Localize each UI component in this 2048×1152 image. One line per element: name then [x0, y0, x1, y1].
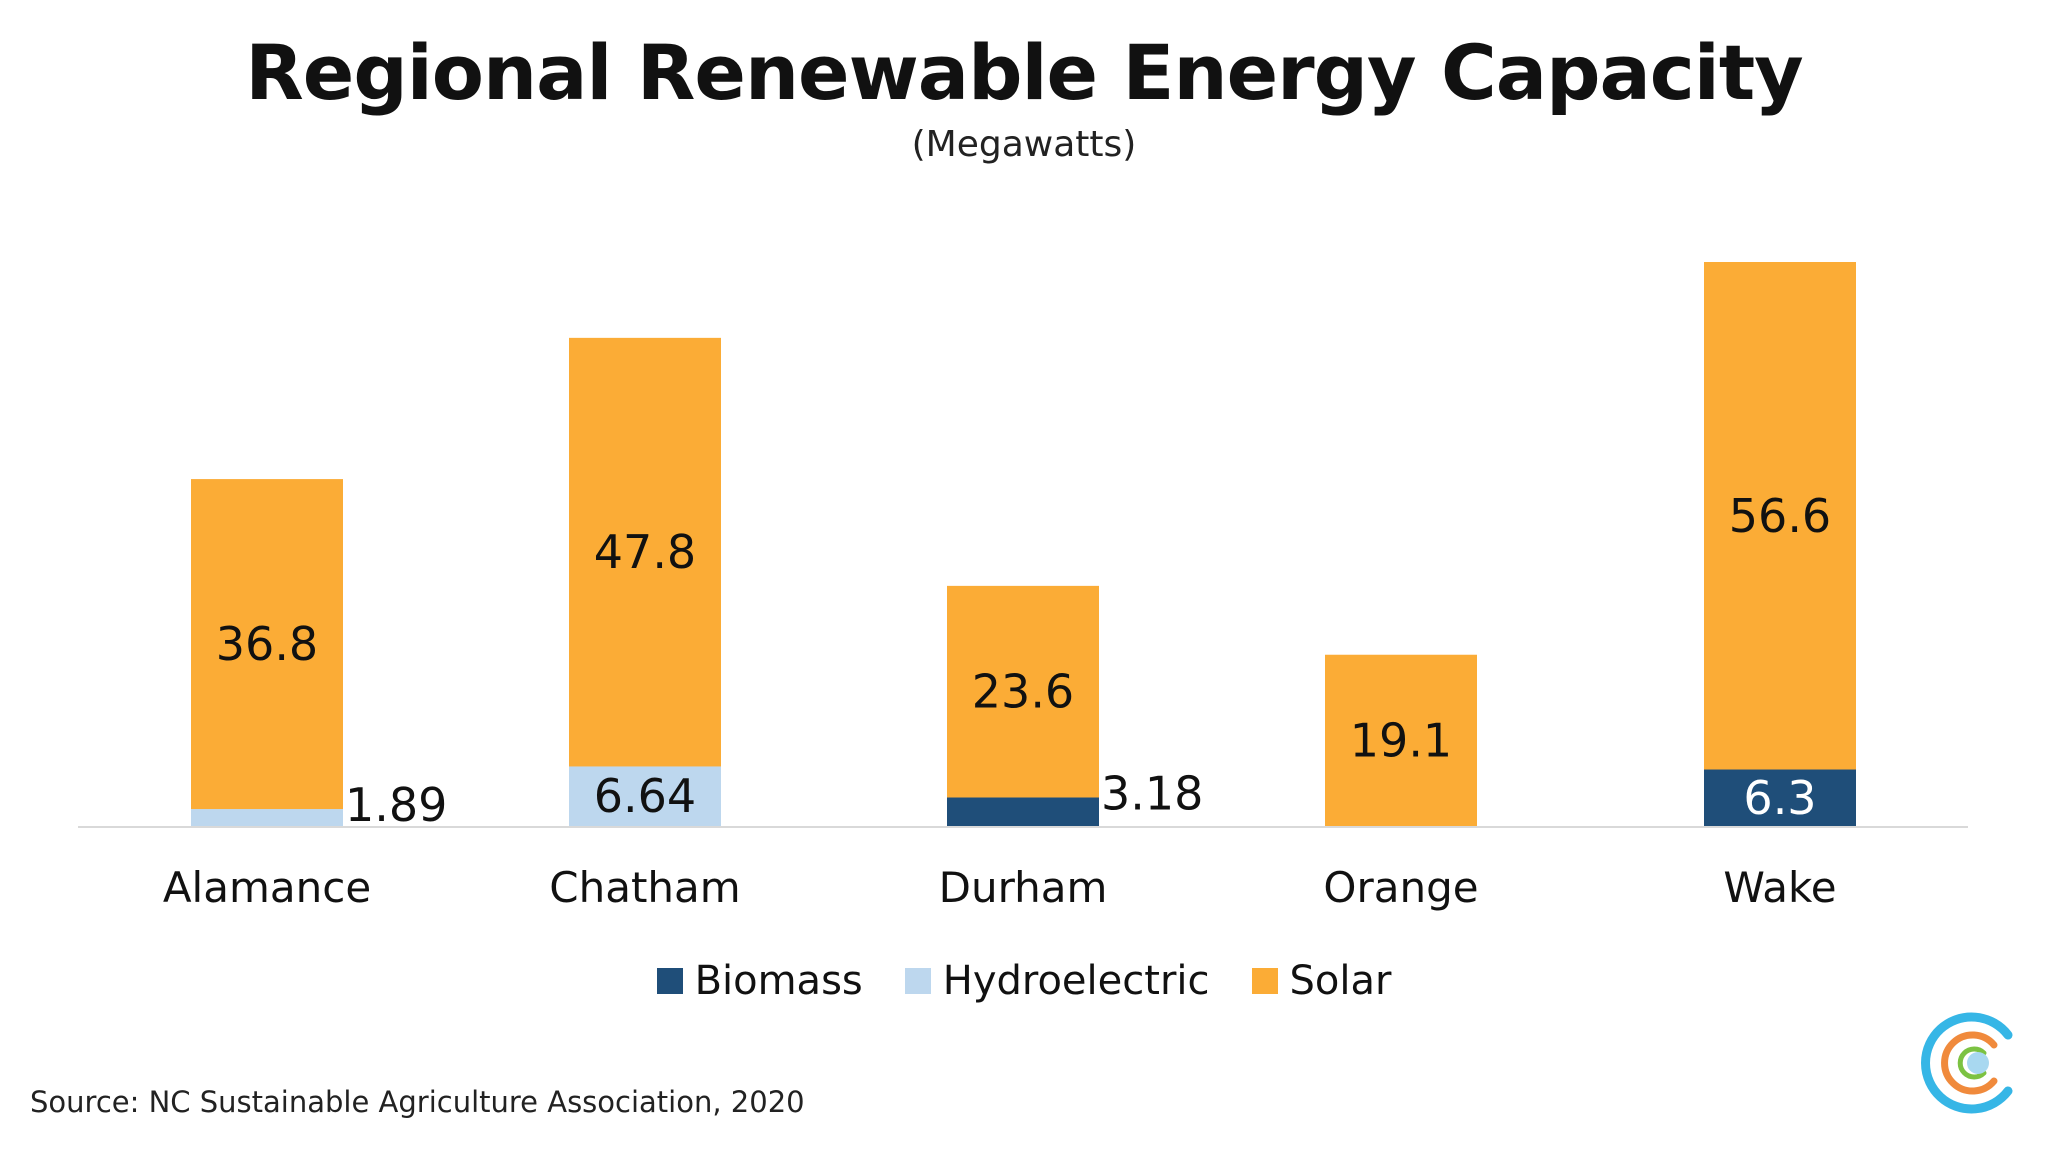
data-label-chatham-hydroelectric: 6.64	[594, 769, 696, 823]
bar-chatham-solar	[569, 337, 721, 767]
bar-wake-solar	[1704, 262, 1856, 770]
bar-alamance-solar	[191, 479, 343, 810]
data-label-wake-biomass: 6.3	[1743, 771, 1816, 825]
x-tick-label-chatham: Chatham	[549, 863, 740, 912]
legend-label-solar: Solar	[1289, 958, 1392, 1004]
bar-wake-biomass	[1704, 769, 1856, 826]
data-label-durham-biomass: 3.18	[1101, 766, 1203, 820]
chart-subtitle: (Megawatts)	[911, 124, 1137, 165]
x-tick-label-alamance: Alamance	[163, 863, 371, 912]
legend-item-solar: Solar	[1251, 958, 1392, 1004]
data-label-alamance-solar: 36.8	[216, 617, 318, 671]
legend: Biomass Hydroelectric Solar	[0, 958, 2048, 1004]
chart-title: Regional Renewable Energy Capacity	[245, 28, 1803, 117]
legend-item-hydroelectric: Hydroelectric	[904, 958, 1210, 1004]
x-tick-label-wake: Wake	[1723, 863, 1836, 912]
bar-orange-solar	[1325, 654, 1477, 826]
bar-chatham-hydroelectric	[569, 766, 721, 826]
legend-item-biomass: Biomass	[656, 958, 863, 1004]
data-label-alamance-hydroelectric: 1.89	[345, 778, 447, 832]
legend-label-hydroelectric: Hydroelectric	[942, 958, 1210, 1004]
x-tick-label-durham: Durham	[939, 863, 1108, 912]
concentric-c-logo-icon	[1921, 1012, 2013, 1114]
data-label-chatham-solar: 47.8	[594, 525, 696, 579]
legend-swatch-solar	[1251, 968, 1278, 994]
legend-swatch-biomass	[656, 968, 683, 994]
bar-alamance-hydroelectric	[191, 809, 343, 826]
source-note: Source: NC Sustainable Agriculture Assoc…	[30, 1085, 805, 1119]
bar-durham-biomass	[947, 797, 1099, 826]
data-label-durham-solar: 23.6	[972, 665, 1074, 719]
data-label-wake-solar: 56.6	[1729, 489, 1831, 543]
x-tick-label-orange: Orange	[1323, 863, 1478, 912]
legend-swatch-hydroelectric	[904, 968, 931, 994]
legend-label-biomass: Biomass	[694, 958, 863, 1004]
data-label-orange-solar: 19.1	[1350, 713, 1452, 767]
bar-durham-solar	[947, 585, 1099, 798]
